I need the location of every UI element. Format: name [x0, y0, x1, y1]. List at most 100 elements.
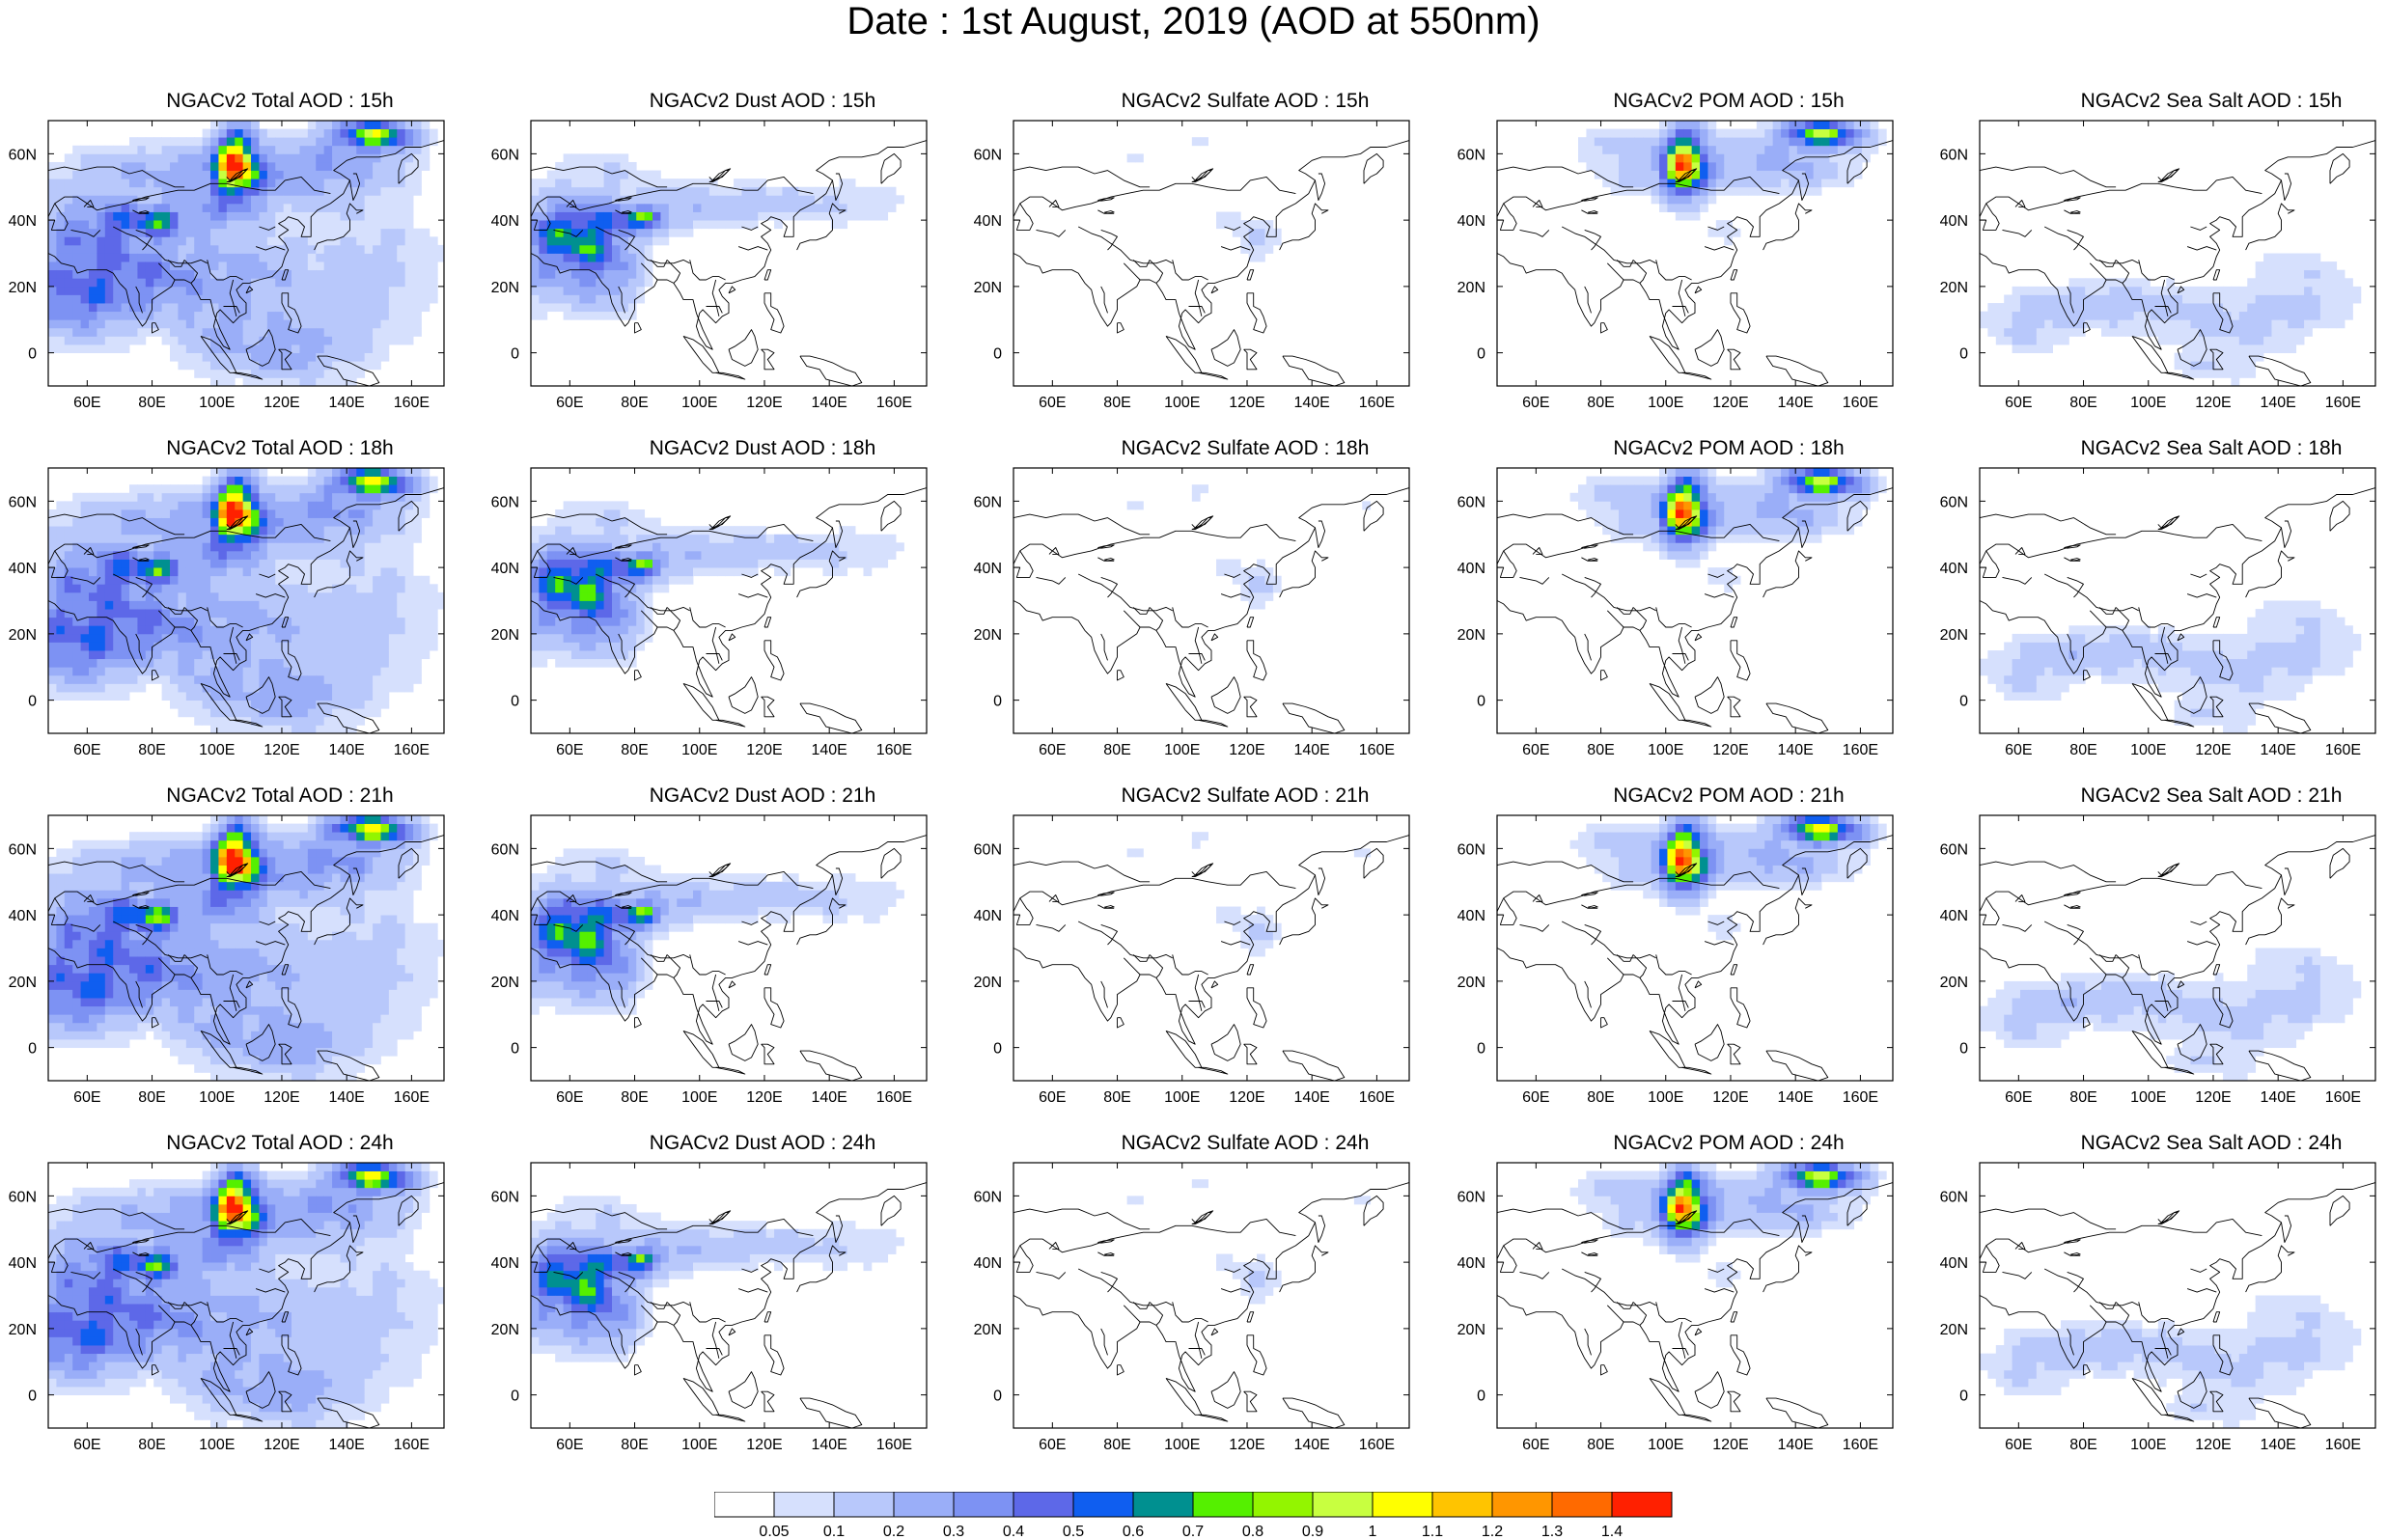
panel-title: NGACv2 Sulfate AOD : 21h — [1121, 784, 1370, 807]
lon-tick-label: 160E — [2325, 742, 2361, 758]
lon-tick-label: 140E — [811, 1437, 847, 1453]
lat-tick-label: 20N — [1457, 627, 1485, 644]
colorbar-swatch — [833, 1492, 895, 1518]
lon-tick-label: 80E — [2069, 1437, 2096, 1453]
aod-field — [48, 1163, 445, 1429]
aod-field — [531, 153, 904, 320]
lat-tick-label: 60N — [9, 494, 37, 510]
lat-tick-label: 40N — [974, 213, 1002, 230]
lon-tick-label: 120E — [1712, 1437, 1748, 1453]
aod-field — [48, 468, 445, 734]
map-frame — [1496, 120, 1894, 387]
aod-map: 60E 80E 100E 120E 140E 160E 60N 40N 20N 0 — [491, 467, 928, 758]
lon-tick-label: 60E — [1039, 395, 1066, 411]
lon-tick-label: 80E — [1587, 395, 1614, 411]
lon-tick-label: 100E — [1164, 395, 1200, 411]
lat-tick-label: 0 — [1959, 1389, 1968, 1405]
lat-tick-label: 40N — [9, 908, 37, 924]
aod-map: 60E 80E 100E 120E 140E 160E 60N 40N 20N 0 — [9, 467, 445, 758]
lat-tick-label: 40N — [1457, 561, 1485, 577]
lat-tick-label: 20N — [1940, 280, 1968, 296]
lon-tick-label: 100E — [199, 1437, 235, 1453]
map-panel: NGACv2 Sulfate AOD : 15h 60E 80E 100E 120E 14… — [974, 89, 1482, 436]
aod-field — [1569, 468, 1887, 593]
lat-tick-label: 40N — [974, 1255, 1002, 1272]
lon-tick-label: 140E — [1293, 395, 1329, 411]
lon-tick-label: 60E — [1039, 1089, 1066, 1106]
lat-tick-label: 0 — [993, 1389, 1002, 1405]
lon-tick-label: 100E — [1164, 742, 1200, 758]
map-panel: NGACv2 Sulfate AOD : 21h 60E 80E 100E 120E 14… — [974, 784, 1482, 1131]
lat-tick-label: 40N — [491, 561, 519, 577]
lon-tick-label: 160E — [1359, 1089, 1395, 1106]
lat-tick-label: 60N — [1457, 1189, 1485, 1205]
lat-tick-label: 60N — [9, 147, 37, 163]
lon-tick-label: 80E — [1587, 1437, 1614, 1453]
lon-tick-label: 80E — [1103, 742, 1130, 758]
map-frame — [47, 1162, 445, 1429]
colorbar-swatch — [1252, 1492, 1314, 1518]
lon-tick-label: 100E — [681, 1437, 717, 1453]
colorbar-label: 1 — [1369, 1524, 1377, 1540]
lon-tick-label: 120E — [1712, 1089, 1748, 1106]
colorbar-label: 0.2 — [883, 1524, 904, 1540]
lon-tick-label: 140E — [2260, 1437, 2295, 1453]
panel-title: NGACv2 Sea Salt AOD : 15h — [2080, 90, 2343, 112]
aod-map: 60E 80E 100E 120E 140E 160E 60N 40N 20N 0 — [1457, 467, 1894, 758]
map-panel: NGACv2 Sulfate AOD : 24h 60E 80E 100E 120E 14… — [974, 1131, 1482, 1478]
lat-tick-label: 60N — [1457, 841, 1485, 858]
lon-tick-label: 80E — [138, 742, 165, 758]
lon-tick-label: 160E — [394, 395, 430, 411]
lat-tick-label: 0 — [28, 1389, 37, 1405]
coastlines — [530, 140, 928, 387]
lon-tick-label: 120E — [264, 1089, 299, 1106]
colorbar-swatch — [1072, 1492, 1134, 1518]
lat-tick-label: 20N — [1457, 975, 1485, 991]
panel-title: NGACv2 Dust AOD : 18h — [649, 437, 876, 459]
lon-tick-label: 80E — [1103, 1437, 1130, 1453]
lon-tick-label: 60E — [73, 395, 100, 411]
lat-tick-label: 60N — [491, 494, 519, 510]
aod-field — [1980, 948, 2362, 1082]
lat-tick-label: 40N — [1457, 908, 1485, 924]
panel-title: NGACv2 Total AOD : 15h — [166, 90, 394, 112]
lon-tick-label: 120E — [746, 742, 782, 758]
map-frame — [1013, 467, 1410, 734]
lon-tick-label: 160E — [876, 1089, 912, 1106]
aod-map: 60E 80E 100E 120E 140E 160E 60N 40N 20N 0 — [1940, 814, 2376, 1106]
lat-tick-label: 0 — [993, 1041, 1002, 1058]
lat-tick-label: 40N — [9, 1255, 37, 1272]
colorbar: 0.05 0.1 0.2 0.3 0.4 0.5 0.6 0.7 0.8 0.9 1 1.1 1.2 1.… — [714, 1492, 1673, 1540]
main-title: Date : 1st August, 2019 (AOD at 550nm) — [847, 0, 1540, 42]
panel-title: NGACv2 Sea Salt AOD : 21h — [2080, 784, 2343, 807]
colorbar-label: 0.4 — [1003, 1524, 1024, 1540]
lon-tick-label: 80E — [1587, 1089, 1614, 1106]
lon-tick-label: 80E — [621, 1089, 648, 1106]
lon-tick-label: 100E — [2130, 1437, 2166, 1453]
lon-tick-label: 160E — [2325, 1089, 2361, 1106]
colorbar-swatch — [1013, 1492, 1074, 1518]
aod-field — [1126, 484, 1372, 610]
lon-tick-label: 140E — [811, 1089, 847, 1106]
aod-map: 60E 80E 100E 120E 140E 160E 60N 40N 20N 0 — [491, 120, 928, 411]
aod-map: 60E 80E 100E 120E 140E 160E 60N 40N 20N 0 — [1457, 120, 1894, 411]
lon-tick-label: 160E — [876, 742, 912, 758]
coastlines — [1013, 487, 1410, 734]
lat-tick-label: 0 — [1959, 346, 1968, 363]
lon-tick-label: 160E — [394, 1089, 430, 1106]
lat-tick-label: 40N — [974, 561, 1002, 577]
lat-tick-label: 20N — [1940, 1322, 1968, 1338]
lon-tick-label: 100E — [199, 395, 235, 411]
lon-tick-label: 140E — [1293, 1437, 1329, 1453]
lon-tick-label: 100E — [681, 742, 717, 758]
lon-tick-label: 60E — [2005, 1437, 2032, 1453]
map-panel: NGACv2 Dust AOD : 15h 60E 80E 100E 120E 140E 1… — [491, 89, 999, 436]
lon-tick-label: 120E — [746, 395, 782, 411]
lat-tick-label: 0 — [511, 1389, 519, 1405]
lat-tick-label: 0 — [511, 1041, 519, 1058]
lon-tick-label: 120E — [264, 1437, 299, 1453]
lat-tick-label: 60N — [1457, 147, 1485, 163]
lon-tick-label: 120E — [1712, 395, 1748, 411]
lat-tick-label: 0 — [1959, 1041, 1968, 1058]
lon-tick-label: 60E — [2005, 1089, 2032, 1106]
